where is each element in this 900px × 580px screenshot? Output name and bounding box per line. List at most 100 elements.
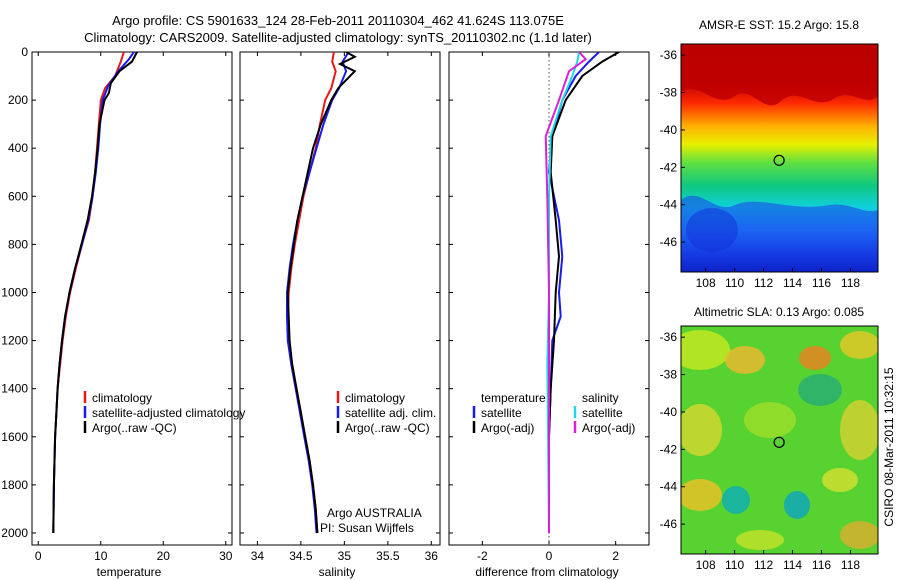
legend-label-satellite: satellite adj. clim.: [345, 406, 436, 420]
y-tick-label: 1800: [1, 478, 28, 492]
salinity-xlabel: salinity: [319, 565, 356, 579]
series-line-satellite-adjusted-climatology: [52, 52, 135, 534]
sst-map-title: AMSR-E SST: 15.2 Argo: 15.8: [699, 18, 859, 32]
temperature-ticks: 0 10 20 30: [35, 52, 233, 563]
map-y-tick-label: -38: [660, 86, 678, 100]
depth-ticks: 0 200 400 600 800 1000 1200 1400 1600 1800 2000: [1, 45, 649, 540]
x-tick-label: 34.5: [289, 549, 313, 563]
y-tick-label: 2000: [1, 526, 28, 540]
sst-warm-plume: [681, 44, 878, 106]
sla-map-ticks: 108 110 112 114 116 118 -36 -38 -40 -42 -44 -46: [660, 330, 861, 572]
map-y-tick-label: -42: [660, 160, 678, 174]
sla-anomaly: [784, 491, 810, 519]
y-tick-label: 200: [8, 93, 28, 107]
sst-map-ticks: 108 110 112 114 116 118 -36 -38 -40 -42 -44 -46: [660, 48, 861, 290]
sla-anomaly: [798, 374, 842, 406]
legend-heading-salinity: salinity: [582, 391, 619, 405]
y-tick-label: 0: [21, 45, 28, 59]
map-x-tick-label: 118: [841, 276, 860, 290]
temperature-legend: climatology satellite-adjusted climatolo…: [83, 391, 245, 435]
y-tick-label: 1200: [1, 334, 28, 348]
x-tick-label: 35: [338, 549, 352, 563]
sla-anomaly: [681, 330, 730, 370]
legend-label-temp-argo: Argo(-adj): [481, 421, 534, 435]
x-tick-label: 20: [157, 549, 171, 563]
sst-map-image: [681, 44, 878, 272]
map-x-tick-label: 112: [754, 276, 773, 290]
map-x-tick-label: 112: [754, 558, 773, 572]
sla-map-image: [681, 326, 878, 554]
sla-anomaly: [840, 400, 878, 460]
series-line-argo-raw-qc: [52, 52, 138, 534]
legend-label-argo: Argo(..raw -QC): [92, 421, 177, 435]
x-tick-label: 2: [612, 549, 619, 563]
legend-label-argo: Argo(..raw -QC): [345, 421, 430, 435]
legend-label-temp-satellite: satellite: [481, 406, 522, 420]
map-y-tick-label: -42: [660, 442, 678, 456]
salinity-ticks: 34 34.5 35 35.5 36: [251, 52, 439, 563]
salinity-legend: climatology satellite adj. clim. Argo(..…: [336, 391, 436, 435]
sla-argo-location-marker: [773, 436, 785, 448]
y-tick-label: 1400: [1, 382, 28, 396]
difference-legend: temperature satellite Argo(-adj) salinit…: [472, 391, 635, 435]
map-y-tick-label: -46: [660, 235, 678, 249]
sst-argo-location-marker: [773, 154, 785, 166]
series-line-temperature-argo-adj: [548, 52, 620, 533]
legend-label-satellite: satellite-adjusted climatology: [92, 406, 245, 420]
sla-map-title: Altimetric SLA: 0.13 Argo: 0.085: [694, 305, 864, 319]
map-x-tick-label: 108: [696, 558, 716, 572]
sla-anomaly: [681, 479, 722, 511]
x-tick-label: 0: [546, 549, 553, 563]
x-tick-label: 10: [94, 549, 108, 563]
sla-anomaly: [840, 331, 878, 359]
map-y-tick-label: -36: [660, 48, 678, 62]
map-x-tick-label: 114: [783, 276, 802, 290]
argo-annotation-line1: Argo AUSTRALIA: [327, 506, 422, 520]
sla-anomaly: [744, 402, 796, 438]
salinity-axes: [239, 51, 441, 546]
series-line-salinity-argo-adj: [544, 52, 588, 533]
y-tick-label: 1000: [1, 285, 28, 299]
y-tick-label: 400: [8, 141, 28, 155]
sla-anomaly: [822, 468, 858, 492]
series-line-climatology: [286, 52, 337, 534]
map-x-tick-label: 114: [783, 558, 802, 572]
difference-xlabel: difference from climatology: [475, 565, 618, 579]
map-y-tick-label: -46: [660, 517, 678, 531]
side-timestamp-label: CSIRO 08-Mar-2011 10:32:15: [882, 367, 896, 527]
y-tick-label: 800: [8, 237, 28, 251]
x-tick-label: 30: [219, 549, 233, 563]
sst-blue-patch: [686, 208, 738, 252]
sla-anomaly: [681, 404, 722, 456]
x-tick-label: 35.5: [376, 549, 400, 563]
x-tick-label: 34: [251, 549, 265, 563]
figure-title-line2: Climatology: CARS2009. Satellite-adjuste…: [84, 30, 592, 45]
series-line-climatology: [52, 52, 125, 534]
series-line-satellite-adj-clim: [286, 52, 350, 534]
map-y-tick-label: -40: [660, 405, 678, 419]
x-tick-label: 36: [425, 549, 439, 563]
difference-lines: [544, 52, 620, 534]
map-y-tick-label: -40: [660, 123, 678, 137]
series-line-salinity-satellite: [546, 52, 580, 534]
map-y-tick-label: -38: [660, 368, 678, 382]
map-x-tick-label: 110: [725, 558, 744, 572]
map-x-tick-label: 116: [812, 558, 831, 572]
sla-anomaly: [722, 486, 750, 514]
sla-anomaly: [736, 530, 784, 550]
map-x-tick-label: 110: [725, 276, 744, 290]
y-tick-label: 600: [8, 189, 28, 203]
x-tick-label: -2: [477, 549, 488, 563]
temperature-axes: [31, 51, 233, 546]
legend-label-sal-satellite: satellite: [582, 406, 623, 420]
figure-title-line1: Argo profile: CS 5901633_124 28-Feb-2011…: [112, 13, 564, 28]
legend-heading-temperature: temperature: [481, 391, 546, 405]
sla-anomaly: [725, 346, 765, 374]
y-tick-label: 1600: [1, 430, 28, 444]
map-y-tick-label: -44: [660, 198, 678, 212]
sla-map-frame: [680, 325, 879, 555]
temperature-lines: [52, 52, 138, 534]
legend-label-sal-argo: Argo(-adj): [582, 421, 635, 435]
map-y-tick-label: -36: [660, 330, 678, 344]
